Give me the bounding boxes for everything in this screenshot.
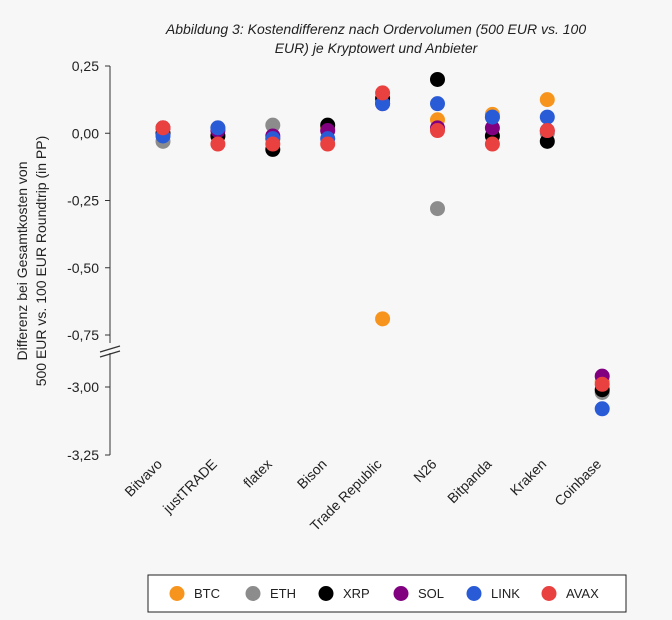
y-tick-label: -0,75 bbox=[67, 327, 99, 343]
x-category-label: Kraken bbox=[507, 456, 550, 499]
x-category-label: flatex bbox=[240, 456, 275, 491]
y-tick-label: -3,00 bbox=[67, 379, 99, 395]
x-category-label: Bison bbox=[294, 456, 330, 492]
legend-marker-sol bbox=[393, 586, 409, 601]
point-xrp-kraken bbox=[539, 133, 555, 149]
legend-marker-avax bbox=[541, 586, 557, 601]
point-xrp-n26 bbox=[430, 71, 445, 87]
legend-marker-xrp bbox=[318, 586, 334, 601]
point-link-trade-republic bbox=[375, 96, 391, 112]
point-avax-bitvavo bbox=[155, 120, 171, 136]
legend-label-xrp: XRP bbox=[343, 586, 370, 601]
y-axis-label-line-2: 500 EUR vs. 100 EUR Roundtrip (in PP) bbox=[33, 136, 49, 387]
point-eth-flatex bbox=[265, 117, 281, 133]
point-avax-justtrade bbox=[210, 136, 226, 152]
point-link-n26 bbox=[430, 96, 445, 112]
legend-marker-link bbox=[466, 586, 482, 601]
point-sol-bitpanda bbox=[484, 120, 500, 136]
point-avax-trade-republic bbox=[375, 85, 391, 101]
x-category-label: Bitpanda bbox=[444, 456, 495, 507]
legend-label-eth: ETH bbox=[270, 586, 296, 601]
y-tick-label: 0,00 bbox=[72, 125, 99, 141]
x-category-label: N26 bbox=[410, 456, 440, 486]
y-axis-label-line-1: Differenz bei Gesamtkosten von bbox=[14, 162, 30, 361]
point-avax-bitpanda bbox=[484, 136, 500, 152]
axis-break-mark bbox=[99, 343, 121, 358]
chart-title-line-2: EUR) je Kryptowert und Anbieter bbox=[275, 40, 479, 56]
point-link-justtrade bbox=[210, 120, 226, 136]
point-link-coinbase bbox=[594, 401, 610, 417]
point-link-kraken bbox=[539, 109, 555, 125]
point-avax-coinbase bbox=[594, 376, 610, 392]
y-tick-label: 0,25 bbox=[72, 58, 99, 74]
point-avax-flatex bbox=[265, 136, 281, 152]
y-tick-label: -0,25 bbox=[67, 193, 99, 209]
point-btc-kraken bbox=[539, 92, 555, 108]
point-link-bitpanda bbox=[484, 109, 500, 125]
point-avax-kraken bbox=[539, 123, 555, 139]
legend-marker-btc bbox=[169, 586, 185, 601]
x-category-label: justTRADE bbox=[159, 456, 220, 517]
point-eth-n26 bbox=[430, 201, 445, 217]
x-category-label: Coinbase bbox=[551, 456, 604, 509]
legend-label-avax: AVAX bbox=[566, 586, 599, 601]
y-tick-label: -0,50 bbox=[67, 260, 99, 276]
legend-label-sol: SOL bbox=[418, 586, 444, 601]
y-tick-label: -3,25 bbox=[67, 447, 99, 463]
point-avax-bison bbox=[320, 136, 336, 152]
x-category-label: Bitvavo bbox=[121, 456, 165, 500]
legend-box bbox=[147, 574, 627, 613]
legend-label-link: LINK bbox=[491, 586, 520, 601]
point-avax-n26 bbox=[430, 123, 445, 139]
legend-marker-eth bbox=[245, 586, 261, 601]
point-btc-trade-republic bbox=[375, 311, 391, 327]
chart-title-line-1: Abbildung 3: Kostendifferenz nach Orderv… bbox=[165, 21, 586, 37]
legend-label-btc: BTC bbox=[194, 586, 220, 601]
